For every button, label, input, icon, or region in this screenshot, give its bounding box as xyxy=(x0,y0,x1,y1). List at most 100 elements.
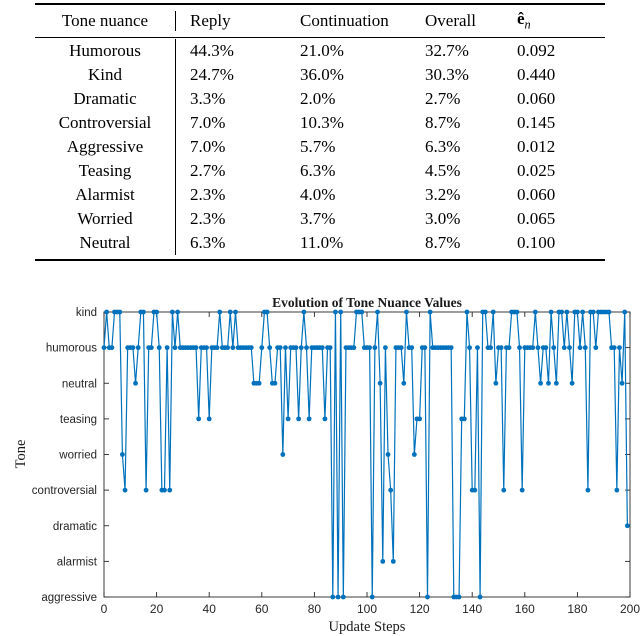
table-cell-reply: 7.0% xyxy=(190,137,226,156)
table-cell-continuation: 21.0% xyxy=(300,41,344,60)
data-point-marker xyxy=(482,309,488,315)
data-point-marker xyxy=(535,345,541,351)
data-point-marker xyxy=(264,309,270,315)
data-point-marker xyxy=(267,345,273,351)
data-point-marker xyxy=(377,380,383,386)
table-cell-continuation: 4.0% xyxy=(300,185,336,204)
table-cell-tone: Kind xyxy=(35,63,176,87)
data-point-marker xyxy=(214,345,220,351)
data-point-marker xyxy=(582,345,588,351)
tone-series-line xyxy=(103,311,628,598)
data-point-marker xyxy=(141,309,146,315)
data-point-marker xyxy=(104,309,110,315)
y-category-label: dramatic xyxy=(53,521,97,533)
data-point-marker xyxy=(401,380,407,386)
data-point-marker xyxy=(475,345,480,351)
table-cell-tone: Aggressive xyxy=(35,135,176,159)
data-point-marker xyxy=(101,345,107,351)
data-point-marker xyxy=(122,487,128,493)
data-point-marker xyxy=(380,558,386,564)
data-point-marker xyxy=(117,309,123,315)
data-point-marker xyxy=(135,345,141,351)
data-point-marker xyxy=(133,380,138,386)
table-cell-overall: 32.7% xyxy=(425,41,469,60)
x-tick-label: 100 xyxy=(357,602,377,616)
data-point-marker xyxy=(333,309,338,315)
data-point-marker xyxy=(256,380,262,386)
col-header-tone-nuance: Tone nuance xyxy=(35,11,176,31)
data-point-marker xyxy=(477,594,483,600)
data-point-marker xyxy=(614,487,620,493)
table-cell-tone: Teasing xyxy=(35,159,176,183)
x-tick-label: 40 xyxy=(203,602,217,616)
data-point-marker xyxy=(167,487,173,493)
data-point-marker xyxy=(611,345,617,351)
y-category-label: kind xyxy=(76,307,97,319)
data-point-marker xyxy=(335,594,341,600)
data-point-marker xyxy=(388,487,394,493)
data-point-marker xyxy=(519,487,525,493)
data-point-marker xyxy=(456,594,462,600)
table-cell-reply: 24.7% xyxy=(190,65,234,84)
data-point-marker xyxy=(322,416,328,422)
data-point-marker xyxy=(501,487,507,493)
data-point-marker xyxy=(120,452,125,457)
plot-area: 0 20 40 60 80 100 120 140 160 180 200 aggressive ala… xyxy=(32,307,640,616)
data-point-marker xyxy=(164,345,170,351)
col-header-reply: Reply xyxy=(190,11,231,30)
table-cell-continuation: 6.3% xyxy=(300,161,336,180)
data-point-marker xyxy=(225,345,231,351)
table-cell-reply: 3.3% xyxy=(190,89,226,108)
data-point-marker xyxy=(109,345,115,351)
data-point-marker xyxy=(606,309,612,315)
data-point-marker xyxy=(385,452,391,457)
data-point-marker xyxy=(172,345,178,351)
table-cell-reply: 2.3% xyxy=(190,209,226,228)
data-point-marker xyxy=(517,345,522,351)
data-point-marker xyxy=(298,345,304,351)
table-cell-error: 0.025 xyxy=(517,161,556,180)
table-cell-overall: 8.7% xyxy=(425,113,461,132)
y-category-label: worried xyxy=(58,450,97,462)
table-cell-reply: 6.3% xyxy=(190,233,226,252)
data-point-marker xyxy=(417,416,422,422)
table-cell-error: 0.440 xyxy=(517,65,556,84)
data-point-marker xyxy=(590,309,596,315)
data-point-marker xyxy=(259,345,265,351)
x-tick-label: 180 xyxy=(567,602,587,616)
data-point-marker xyxy=(530,345,536,351)
data-point-marker xyxy=(448,345,454,351)
table-cell-error: 0.065 xyxy=(517,209,556,228)
data-point-marker xyxy=(162,487,167,493)
data-point-marker xyxy=(464,309,470,315)
table-cell-error: 0.145 xyxy=(517,113,556,132)
data-point-marker xyxy=(624,523,630,529)
table-row: Neutral 6.3% 11.0% 8.7% 0.100 xyxy=(35,231,605,255)
x-tick-label: 140 xyxy=(462,602,482,616)
data-point-marker xyxy=(564,309,570,315)
data-point-marker xyxy=(330,594,336,600)
data-point-marker xyxy=(156,345,162,351)
data-point-marker xyxy=(148,345,154,351)
data-point-marker xyxy=(422,345,428,351)
data-point-marker xyxy=(306,416,312,422)
y-category-label: alarmist xyxy=(57,556,98,568)
data-point-marker xyxy=(230,345,236,351)
tone-evolution-chart: Evolution of Tone Nuance Values 0 20 40 60 8… xyxy=(13,295,640,635)
x-tick-label: 60 xyxy=(255,602,269,616)
data-point-marker xyxy=(404,309,409,315)
data-point-marker xyxy=(327,345,333,351)
data-point-marker xyxy=(398,345,404,351)
data-point-marker xyxy=(425,594,430,600)
data-point-marker xyxy=(514,309,520,315)
error-symbol: ê xyxy=(517,9,525,29)
data-point-marker xyxy=(551,345,557,351)
table-body: Humorous 44.3% 21.0% 32.7% 0.092 Kind 24.7% 36.… xyxy=(35,38,605,259)
x-axis-label: Update Steps xyxy=(329,619,406,635)
table-cell-continuation: 3.7% xyxy=(300,209,336,228)
data-point-marker xyxy=(319,345,325,351)
table-cell-error: 0.092 xyxy=(517,41,556,60)
data-point-marker xyxy=(175,309,181,315)
col-header-overall: Overall xyxy=(425,11,476,30)
table-cell-error: 0.060 xyxy=(517,185,556,204)
